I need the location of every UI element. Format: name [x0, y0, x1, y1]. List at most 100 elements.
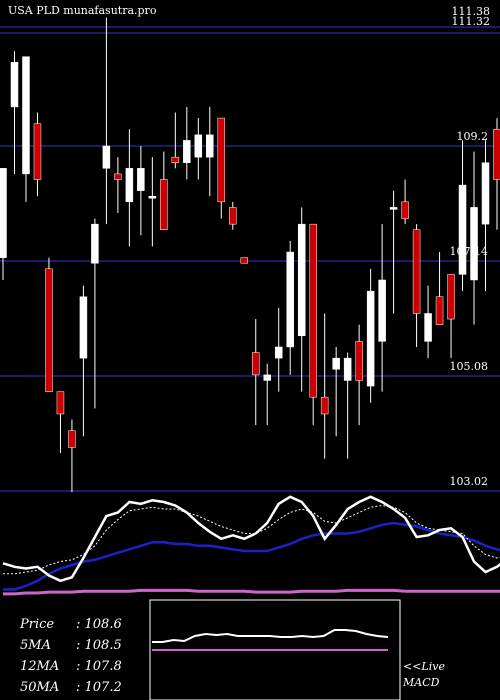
osc-white-line: [2, 495, 500, 583]
y-tick-label: 105.08: [450, 360, 489, 373]
candle: [229, 201, 237, 230]
y-tick-label: 103.02: [450, 475, 489, 488]
candle: [481, 140, 490, 292]
candle: [125, 129, 134, 247]
candle-body: [56, 391, 65, 415]
candle: [378, 224, 386, 392]
candle-body: [332, 357, 340, 370]
candle-body: [470, 207, 478, 281]
ma12-label: 12MA: [20, 659, 59, 674]
candle-body: [263, 374, 271, 381]
grid-lines: [0, 26, 500, 492]
candle: [183, 106, 191, 180]
oscillator-panel: [2, 495, 500, 596]
macd-lines: [152, 629, 389, 651]
candle-body: [10, 62, 19, 108]
candle: [33, 112, 42, 197]
candle: [332, 346, 340, 437]
ma50-label: 50MA: [20, 680, 59, 695]
candle-body: [481, 162, 490, 225]
candle: [366, 268, 375, 403]
candle-body: [229, 207, 237, 225]
chart-title: USA PLD munafasutra.pro: [8, 4, 157, 17]
candle: [56, 391, 65, 454]
candle-body: [240, 257, 249, 264]
candle-body: [194, 134, 203, 158]
top-price-alt-label: 111.32: [452, 15, 491, 28]
candle-body: [0, 168, 7, 258]
candle: [206, 106, 214, 197]
price-label: Price: [19, 617, 54, 632]
macd-name-label: MACD: [402, 676, 440, 689]
candle: [217, 117, 226, 219]
osc-magenta-line: [3, 588, 500, 596]
candle-body: [160, 179, 168, 230]
candle: [389, 190, 398, 314]
candle: [286, 240, 294, 375]
candle: [424, 285, 432, 359]
price-value: : 108.6: [76, 617, 122, 632]
candle: [68, 419, 76, 493]
candle-body: [217, 117, 226, 203]
candle: [79, 285, 88, 437]
candle: [320, 313, 329, 459]
candle: [493, 118, 500, 230]
y-tick-label: 109.2: [457, 130, 489, 143]
macd-line: [152, 629, 389, 643]
candle: [251, 319, 260, 426]
candle-body: [424, 313, 432, 342]
candle: [447, 274, 455, 359]
ma12-value: : 107.8: [76, 659, 122, 674]
candle: [458, 140, 467, 292]
candle: [22, 56, 30, 202]
candle-body: [79, 296, 88, 359]
candle: [102, 17, 111, 225]
candle: [148, 157, 157, 247]
candle: [45, 257, 53, 392]
candle: [160, 151, 168, 230]
candle-body: [137, 168, 145, 191]
candle-body: [355, 341, 363, 381]
candle-body: [343, 357, 352, 381]
candle-body: [22, 56, 30, 175]
candle: [297, 207, 306, 392]
candle-body: [183, 140, 191, 163]
candle-body: [114, 173, 122, 180]
candle-body: [206, 134, 214, 158]
candle: [171, 112, 180, 169]
candle-body: [378, 279, 386, 342]
candle-body: [125, 168, 134, 203]
candle-body: [389, 207, 398, 210]
candle-body: [68, 430, 76, 448]
candle-body: [401, 201, 409, 219]
candle-body: [297, 223, 306, 337]
ma5-value: : 108.5: [76, 638, 122, 653]
candles: [0, 17, 500, 493]
candle: [435, 252, 444, 325]
y-axis-labels: 103.02 105.08 107.14 109.2: [450, 130, 489, 488]
osc-blue-line: [3, 521, 500, 591]
candle-body: [493, 129, 500, 180]
candle: [355, 324, 363, 426]
candle: [309, 223, 317, 426]
candle-body: [274, 346, 283, 359]
candle: [91, 218, 99, 409]
candle: [10, 51, 19, 174]
candle-body: [251, 352, 260, 376]
macd-live-label: <<Live: [403, 660, 445, 673]
candle: [240, 257, 249, 264]
candle-body: [366, 290, 375, 387]
candle: [470, 151, 478, 325]
candle: [194, 118, 203, 180]
candle: [114, 157, 122, 213]
candle-body: [309, 223, 317, 398]
candle-body: [148, 195, 157, 199]
candle: [412, 224, 421, 347]
candle-body: [171, 156, 180, 163]
top-price-label: 111.38: [452, 5, 491, 18]
candle-body: [412, 229, 421, 314]
candle-body: [435, 296, 444, 325]
candle: [274, 307, 283, 392]
